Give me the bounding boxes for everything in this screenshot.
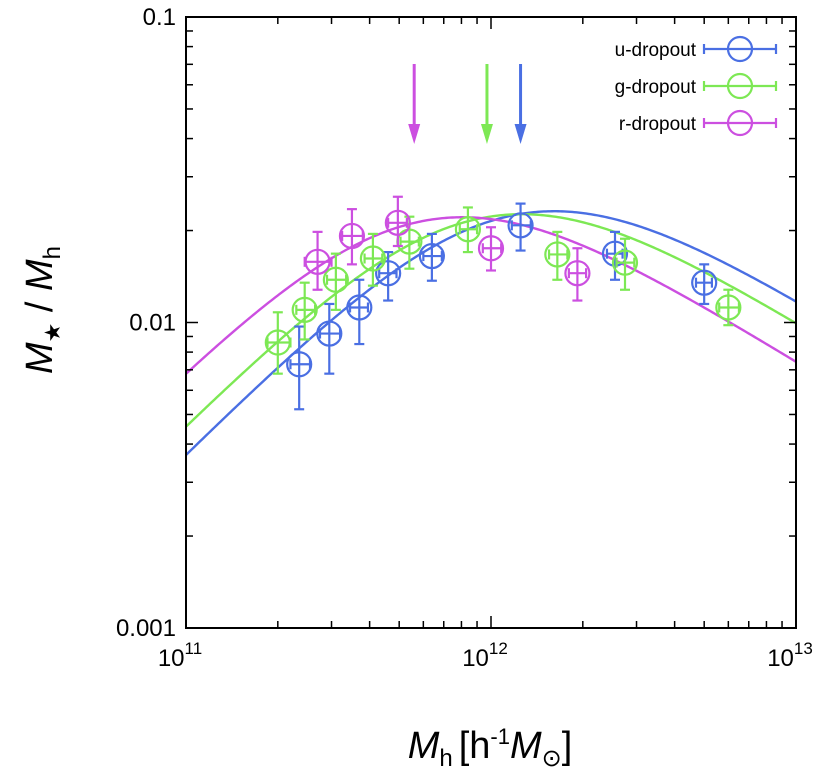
x-tick-label: 1013	[767, 639, 813, 672]
legend: u-dropout g-dropout r-dropout	[615, 35, 778, 137]
point-marker	[304, 248, 331, 275]
y-tick-label: 0.01	[129, 310, 176, 337]
legend-item-r-dropout: r-dropout	[619, 109, 778, 137]
point-marker	[375, 260, 402, 287]
data-point-r-dropout	[338, 208, 366, 266]
peak-arrows	[408, 64, 527, 144]
point-marker	[384, 209, 411, 236]
data-point-u-dropout	[346, 278, 373, 346]
point-marker	[322, 266, 349, 293]
y-axis-title: M★ / Mh	[19, 246, 66, 374]
data-point-u-dropout	[507, 202, 534, 252]
legend-label: u-dropout	[615, 40, 697, 61]
data-point-u-dropout	[286, 325, 313, 411]
point-marker	[507, 212, 534, 239]
data-points	[264, 195, 742, 411]
point-marker	[691, 269, 718, 296]
data-point-u-dropout	[418, 232, 445, 282]
data-point-g-dropout	[544, 230, 571, 281]
point-marker	[338, 222, 366, 250]
legend-marker	[726, 72, 754, 100]
data-point-r-dropout	[303, 230, 333, 291]
point-marker	[264, 329, 291, 356]
fit-curve-r-dropout	[185, 216, 797, 375]
x-tick-label: 1012	[462, 639, 508, 672]
legend-label: g-dropout	[615, 77, 697, 98]
data-point-g-dropout	[322, 252, 349, 311]
legend-item-u-dropout: u-dropout	[615, 35, 778, 63]
data-point-g-dropout	[715, 288, 742, 327]
arrow-head-u-dropout	[514, 124, 527, 144]
point-marker	[359, 245, 386, 272]
y-tick-label: 0.001	[116, 615, 176, 642]
point-marker	[316, 320, 343, 347]
point-marker	[477, 235, 505, 262]
point-marker	[286, 351, 313, 378]
point-marker	[564, 260, 591, 287]
axis-ticks	[185, 17, 796, 629]
fit-curve-g-dropout	[185, 213, 797, 428]
legend-marker	[726, 35, 754, 63]
point-marker	[346, 294, 373, 321]
data-point-g-dropout	[454, 206, 482, 254]
data-point-g-dropout	[611, 237, 639, 291]
data-point-g-dropout	[291, 281, 318, 341]
legend-marker	[726, 109, 754, 137]
legend-label: r-dropout	[619, 114, 697, 135]
x-tick-label: 1011	[158, 639, 202, 672]
legend-item-g-dropout: g-dropout	[615, 72, 778, 100]
point-marker	[291, 296, 318, 323]
data-point-u-dropout	[375, 250, 402, 302]
data-point-u-dropout	[316, 302, 343, 375]
data-point-r-dropout	[384, 195, 411, 248]
point-marker	[544, 241, 571, 268]
data-point-r-dropout	[564, 247, 591, 302]
data-point-g-dropout	[264, 311, 292, 375]
data-point-r-dropout	[477, 226, 505, 272]
point-marker	[454, 216, 482, 243]
data-point-u-dropout	[691, 263, 718, 306]
x-axis-title: Mh [h-1M⊙]	[408, 724, 573, 772]
point-marker	[418, 242, 445, 270]
axis-tick-labels: 1011 1012 1013 0.001 0.01 0.1	[116, 4, 813, 672]
point-marker	[715, 294, 742, 321]
point-marker	[601, 240, 629, 267]
arrow-head-g-dropout	[480, 124, 493, 144]
point-marker	[611, 249, 639, 276]
y-tick-label: 0.1	[143, 4, 176, 31]
arrow-head-r-dropout	[408, 124, 421, 144]
data-point-g-dropout	[359, 232, 386, 287]
